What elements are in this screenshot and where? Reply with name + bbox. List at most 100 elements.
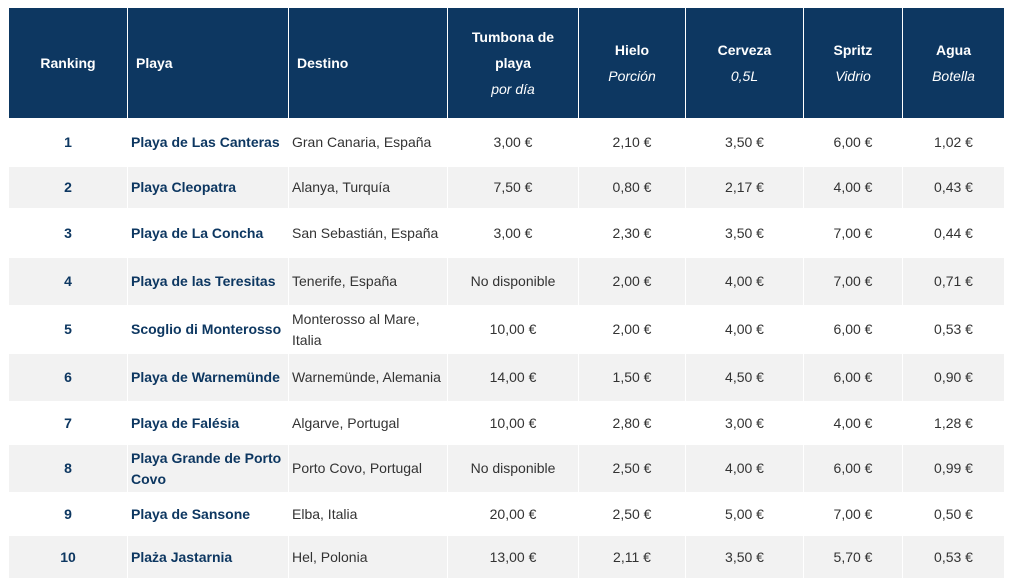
cell-hielo: 2,00 € bbox=[579, 306, 686, 354]
cell-destino: Hel, Polonia bbox=[289, 536, 448, 579]
cell-agua: 1,02 € bbox=[903, 118, 1004, 167]
cell-hielo: 2,50 € bbox=[579, 493, 686, 536]
cell-cerveza: 4,50 € bbox=[686, 354, 804, 402]
header-playa-label: Playa bbox=[136, 55, 173, 71]
cell-cerveza: 3,50 € bbox=[686, 536, 804, 579]
cell-destino: San Sebastián, España bbox=[289, 209, 448, 258]
table-row: 8 Playa Grande de Porto Covo Porto Covo,… bbox=[9, 445, 1004, 493]
header-spritz-label: Spritz bbox=[833, 42, 873, 58]
cell-agua: 0,71 € bbox=[903, 258, 1004, 306]
cell-playa: Playa de La Concha bbox=[128, 209, 289, 258]
cell-playa: Playa de Sansone bbox=[128, 493, 289, 536]
cell-cerveza: 3,50 € bbox=[686, 118, 804, 167]
cell-ranking: 2 bbox=[9, 167, 128, 209]
header-tumbona[interactable]: Tumbona de playa por día bbox=[448, 8, 579, 118]
cell-destino: Alanya, Turquía bbox=[289, 167, 448, 209]
header-cerveza-sublabel: 0,5L bbox=[730, 68, 759, 84]
table-row: 1 Playa de Las Canteras Gran Canaria, Es… bbox=[9, 118, 1004, 167]
cell-destino: Warnemünde, Alemania bbox=[289, 354, 448, 402]
cell-hielo: 2,50 € bbox=[579, 445, 686, 493]
table-row: 9 Playa de Sansone Elba, Italia 20,00 € … bbox=[9, 493, 1004, 536]
cell-tumbona: 7,50 € bbox=[448, 167, 579, 209]
cell-ranking: 6 bbox=[9, 354, 128, 402]
header-destino[interactable]: Destino bbox=[289, 8, 448, 118]
cell-playa: Playa de Falésia bbox=[128, 402, 289, 445]
cell-cerveza: 3,00 € bbox=[686, 402, 804, 445]
cell-ranking: 4 bbox=[9, 258, 128, 306]
header-destino-label: Destino bbox=[297, 55, 349, 71]
cell-cerveza: 4,00 € bbox=[686, 445, 804, 493]
table-body: 1 Playa de Las Canteras Gran Canaria, Es… bbox=[9, 118, 1004, 579]
header-spritz-sublabel: Vidrio bbox=[835, 68, 871, 84]
cell-hielo: 2,11 € bbox=[579, 536, 686, 579]
cell-ranking: 7 bbox=[9, 402, 128, 445]
cell-ranking: 1 bbox=[9, 118, 128, 167]
cell-cerveza: 4,00 € bbox=[686, 258, 804, 306]
table-row: 4 Playa de las Teresitas Tenerife, Españ… bbox=[9, 258, 1004, 306]
cell-hielo: 1,50 € bbox=[579, 354, 686, 402]
cell-ranking: 3 bbox=[9, 209, 128, 258]
cell-cerveza: 3,50 € bbox=[686, 209, 804, 258]
cell-destino: Porto Covo, Portugal bbox=[289, 445, 448, 493]
cell-playa: Playa Grande de Porto Covo bbox=[128, 445, 289, 493]
cell-tumbona: 3,00 € bbox=[448, 118, 579, 167]
cell-destino: Algarve, Portugal bbox=[289, 402, 448, 445]
cell-tumbona: No disponible bbox=[448, 445, 579, 493]
cell-tumbona: No disponible bbox=[448, 258, 579, 306]
header-agua-label: Agua bbox=[936, 42, 971, 58]
header-agua-sublabel: Botella bbox=[932, 68, 975, 84]
cell-tumbona: 10,00 € bbox=[448, 402, 579, 445]
cell-ranking: 9 bbox=[9, 493, 128, 536]
cell-hielo: 2,80 € bbox=[579, 402, 686, 445]
header-playa[interactable]: Playa bbox=[128, 8, 289, 118]
cell-ranking: 5 bbox=[9, 306, 128, 354]
header-cerveza[interactable]: Cerveza 0,5L bbox=[686, 8, 804, 118]
table-row: 6 Playa de Warnemünde Warnemünde, Aleman… bbox=[9, 354, 1004, 402]
cell-cerveza: 2,17 € bbox=[686, 167, 804, 209]
table-row: 5 Scoglio di Monterosso Monterosso al Ma… bbox=[9, 306, 1004, 354]
cell-agua: 0,99 € bbox=[903, 445, 1004, 493]
cell-playa: Scoglio di Monterosso bbox=[128, 306, 289, 354]
cell-agua: 0,90 € bbox=[903, 354, 1004, 402]
header-agua[interactable]: Agua Botella bbox=[903, 8, 1004, 118]
cell-hielo: 2,10 € bbox=[579, 118, 686, 167]
cell-destino: Monterosso al Mare, Italia bbox=[289, 306, 448, 354]
cell-destino: Tenerife, España bbox=[289, 258, 448, 306]
cell-agua: 0,53 € bbox=[903, 536, 1004, 579]
cell-cerveza: 5,00 € bbox=[686, 493, 804, 536]
cell-playa: Playa de Las Canteras bbox=[128, 118, 289, 167]
cell-spritz: 6,00 € bbox=[804, 445, 903, 493]
table-row: 7 Playa de Falésia Algarve, Portugal 10,… bbox=[9, 402, 1004, 445]
cell-tumbona: 10,00 € bbox=[448, 306, 579, 354]
header-row: Ranking Playa Destino Tumbona de playa p… bbox=[9, 8, 1004, 118]
cell-hielo: 2,30 € bbox=[579, 209, 686, 258]
cell-tumbona: 14,00 € bbox=[448, 354, 579, 402]
header-cerveza-label: Cerveza bbox=[717, 42, 772, 58]
header-hielo-sublabel: Porción bbox=[608, 68, 656, 84]
header-ranking-label: Ranking bbox=[40, 55, 96, 71]
cell-hielo: 0,80 € bbox=[579, 167, 686, 209]
header-ranking[interactable]: Ranking bbox=[9, 8, 128, 118]
cell-cerveza: 4,00 € bbox=[686, 306, 804, 354]
price-table-container: Ranking Playa Destino Tumbona de playa p… bbox=[9, 8, 1004, 579]
cell-destino: Elba, Italia bbox=[289, 493, 448, 536]
cell-destino: Gran Canaria, España bbox=[289, 118, 448, 167]
cell-spritz: 7,00 € bbox=[804, 209, 903, 258]
header-tumbona-sublabel: por día bbox=[491, 81, 535, 97]
cell-tumbona: 3,00 € bbox=[448, 209, 579, 258]
cell-agua: 0,44 € bbox=[903, 209, 1004, 258]
cell-tumbona: 20,00 € bbox=[448, 493, 579, 536]
cell-agua: 0,50 € bbox=[903, 493, 1004, 536]
beach-price-table: Ranking Playa Destino Tumbona de playa p… bbox=[9, 8, 1004, 579]
cell-tumbona: 13,00 € bbox=[448, 536, 579, 579]
cell-spritz: 7,00 € bbox=[804, 493, 903, 536]
cell-playa: Plaża Jastarnia bbox=[128, 536, 289, 579]
cell-spritz: 6,00 € bbox=[804, 306, 903, 354]
cell-spritz: 5,70 € bbox=[804, 536, 903, 579]
header-spritz[interactable]: Spritz Vidrio bbox=[804, 8, 903, 118]
cell-playa: Playa de las Teresitas bbox=[128, 258, 289, 306]
header-tumbona-label: Tumbona de playa bbox=[471, 29, 555, 71]
header-hielo[interactable]: Hielo Porción bbox=[579, 8, 686, 118]
cell-agua: 0,53 € bbox=[903, 306, 1004, 354]
cell-playa: Playa de Warnemünde bbox=[128, 354, 289, 402]
